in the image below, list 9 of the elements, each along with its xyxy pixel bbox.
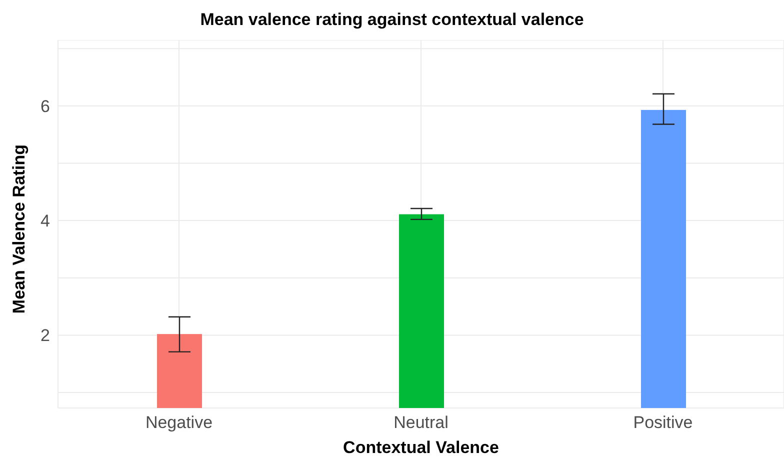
y-tick-label: 2 [40,326,50,346]
x-axis-title: Contextual Valence [342,438,500,458]
x-tick-label: Neutral [394,413,448,432]
y-axis-title: Mean Valence Rating [10,144,30,314]
y-tick-label: 6 [40,96,50,116]
x-tick-label: Positive [633,413,693,432]
x-tick-label: Negative [145,413,213,432]
y-tick-label: 4 [40,212,50,231]
chart-title: Mean valence rating against contextual valence [199,10,585,30]
